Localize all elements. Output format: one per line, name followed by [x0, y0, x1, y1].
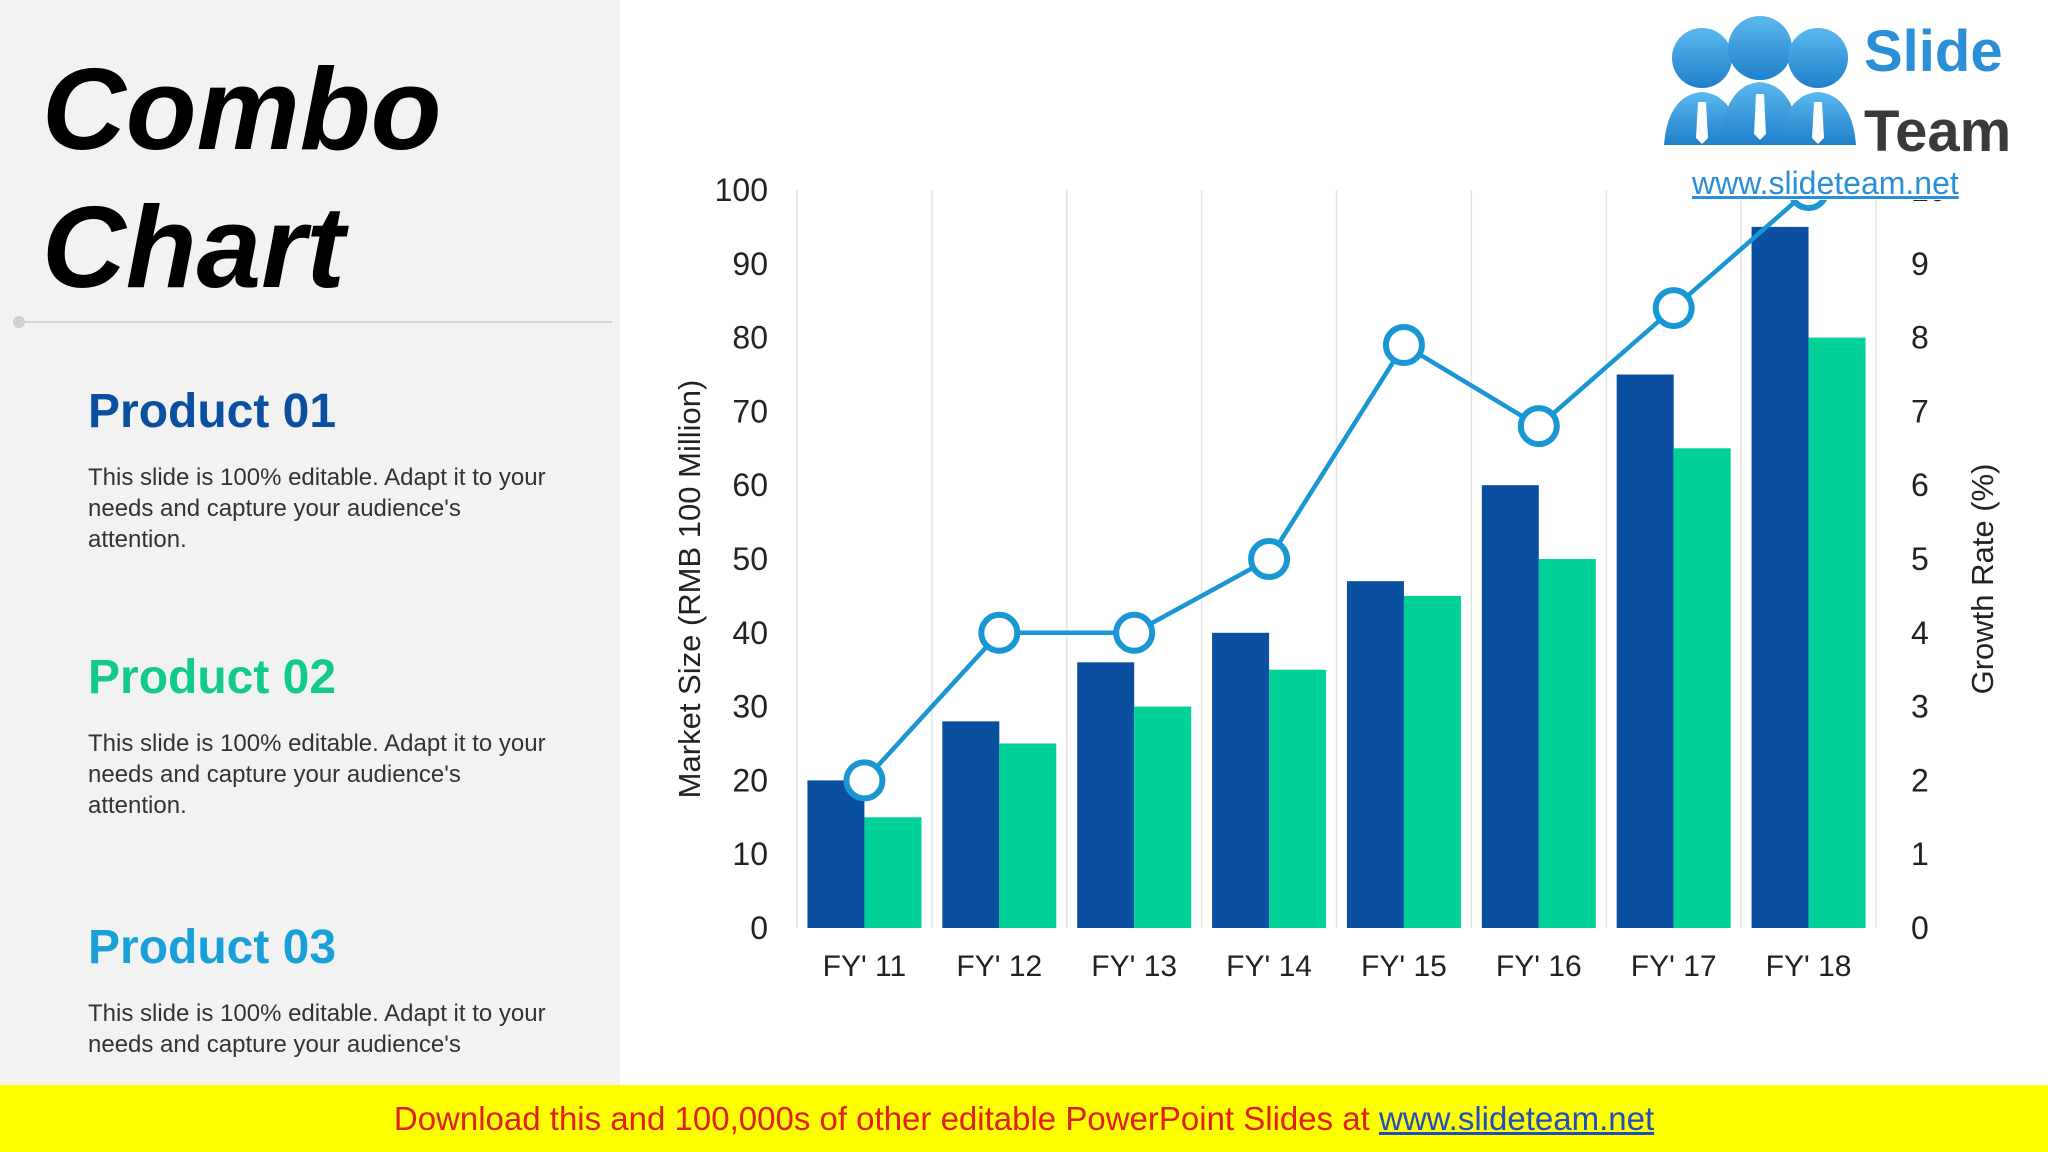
slideteam-logo[interactable]: Slide Team www.slideteam.net — [1640, 0, 2048, 201]
y2-tick-label: 5 — [1911, 541, 1929, 577]
y-axis-title: Market Size (RMB 100 Million) — [672, 380, 707, 799]
growth-rate-point — [843, 759, 886, 802]
y2-tick-label: 7 — [1911, 393, 1929, 429]
download-banner: Download this and 100,000s of other edit… — [0, 1085, 2048, 1152]
x-tick-label: FY' 11 — [823, 950, 907, 983]
product-01-block: Product 01 This slide is 100% editable. … — [88, 384, 588, 555]
bar-product-02 — [864, 817, 922, 928]
y-tick-label: 80 — [732, 320, 768, 356]
growth-rate-point — [978, 611, 1021, 654]
growth-rate-point — [1382, 323, 1425, 366]
y2-axis-title: Growth Rate (%) — [1965, 464, 2000, 695]
bar-product-02 — [1808, 337, 1866, 929]
x-tick-label: FY' 17 — [1631, 950, 1717, 983]
product-01-description: This slide is 100% editable. Adapt it to… — [88, 464, 546, 553]
left-panel: Combo Chart Product 01 This slide is 100… — [0, 0, 620, 1085]
banner-link[interactable]: www.slideteam.net — [1379, 1100, 1655, 1137]
bar-product-01 — [1616, 374, 1674, 928]
product-02-title: Product 02 — [88, 651, 337, 704]
y2-tick-label: 8 — [1911, 320, 1929, 356]
bar-product-01 — [1346, 581, 1404, 928]
x-tick-label: FY' 18 — [1766, 950, 1852, 983]
product-03-description: This slide is 100% editable. Adapt it to… — [88, 1000, 546, 1058]
people-icon — [1664, 16, 1856, 145]
y-tick-label: 30 — [732, 689, 768, 725]
divider — [20, 321, 612, 323]
y-tick-label: 10 — [732, 836, 768, 872]
divider-dot — [13, 316, 25, 328]
product-02-block: Product 02 This slide is 100% editable. … — [88, 650, 588, 821]
y-tick-label: 100 — [715, 172, 768, 208]
x-tick-label: FY' 15 — [1361, 950, 1447, 983]
bar-product-01 — [1212, 632, 1270, 928]
bar-product-02 — [1269, 669, 1327, 928]
bar-product-02 — [999, 743, 1057, 928]
logo-url-link[interactable]: www.slideteam.net — [1692, 165, 1959, 201]
y-tick-label: 70 — [732, 393, 768, 429]
y-tick-label: 0 — [750, 910, 768, 946]
y-tick-label: 90 — [732, 246, 768, 282]
x-tick-label: FY' 12 — [956, 950, 1042, 983]
y2-tick-label: 3 — [1911, 689, 1929, 725]
product-03-title: Product 03 — [88, 921, 337, 974]
product-03-block: Product 03 This slide is 100% editable. … — [88, 920, 588, 1058]
y2-tick-label: 4 — [1911, 615, 1929, 651]
y-tick-label: 40 — [732, 615, 768, 651]
growth-rate-point — [1113, 611, 1156, 654]
bar-product-01 — [807, 780, 865, 928]
x-tick-label: FY' 13 — [1091, 950, 1177, 983]
y2-tick-label: 9 — [1911, 246, 1929, 282]
logo-word-slide: Slide — [1864, 19, 2003, 84]
bar-product-02 — [1538, 559, 1596, 928]
growth-rate-point — [1517, 405, 1560, 448]
bar-product-01 — [1077, 662, 1135, 928]
growth-rate-line — [862, 188, 1811, 782]
product-02-description: This slide is 100% editable. Adapt it to… — [88, 730, 546, 819]
y2-tick-label: 0 — [1911, 910, 1929, 946]
slide-title: Combo Chart — [42, 40, 602, 316]
y-tick-label: 20 — [732, 762, 768, 798]
y-tick-label: 60 — [732, 467, 768, 503]
y2-tick-label: 6 — [1911, 467, 1929, 503]
x-tick-label: FY' 16 — [1496, 950, 1582, 983]
x-tick-label: FY' 14 — [1226, 950, 1312, 983]
bar-product-02 — [1673, 448, 1731, 928]
growth-rate-point — [1248, 538, 1291, 580]
growth-rate-point — [1652, 287, 1695, 330]
bar-product-01 — [1481, 485, 1539, 928]
bar-product-01 — [1751, 226, 1809, 928]
slide-title-line1: Combo — [42, 44, 442, 174]
bar-product-02 — [1134, 706, 1192, 928]
bar-product-02 — [1403, 595, 1461, 928]
logo-word-team: Team — [1864, 99, 2012, 164]
bar-product-01 — [942, 721, 1000, 928]
banner-text: Download this and 100,000s of other edit… — [393, 1100, 1379, 1137]
y-tick-label: 50 — [732, 541, 768, 577]
slide-title-line2: Chart — [42, 182, 345, 312]
y2-tick-label: 1 — [1911, 836, 1929, 872]
y2-tick-label: 2 — [1911, 762, 1929, 798]
product-01-title: Product 01 — [88, 385, 337, 438]
